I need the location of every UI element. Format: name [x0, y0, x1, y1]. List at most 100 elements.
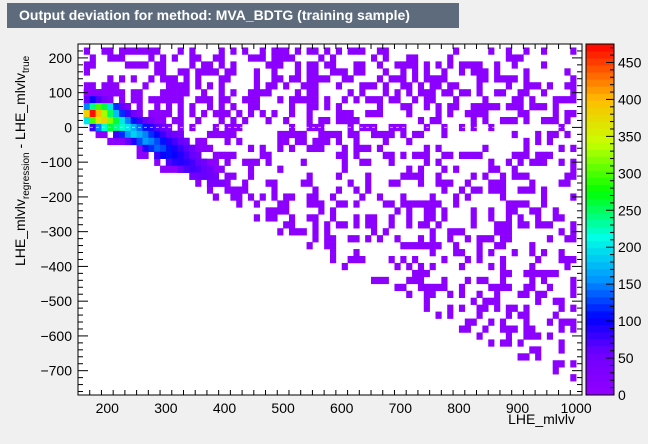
heatmap-cell — [347, 89, 354, 97]
heatmap-cell — [271, 47, 278, 55]
heatmap-cell — [435, 61, 442, 69]
heatmap-cell — [330, 242, 337, 250]
heatmap-cell — [247, 165, 255, 173]
heatmap-cell — [517, 151, 524, 159]
heatmap-cell — [277, 200, 284, 208]
heatmap-cell — [365, 221, 372, 229]
heatmap-cell — [523, 186, 530, 194]
heatmap-cell — [347, 116, 354, 125]
heatmap-cell — [435, 200, 442, 208]
heatmap-cell — [119, 96, 126, 104]
color-scale-band — [586, 198, 614, 206]
heatmap-cell — [212, 179, 219, 187]
heatmap-cell — [335, 110, 343, 118]
color-scale-band — [586, 100, 614, 108]
heatmap-cell — [382, 228, 389, 236]
heatmap-cell — [224, 158, 231, 166]
heatmap-cell — [148, 110, 155, 118]
heatmap-cell — [130, 75, 137, 83]
heatmap-cell — [365, 110, 372, 118]
heatmap-cell — [540, 116, 548, 125]
heatmap-cell — [458, 290, 466, 298]
heatmap-cell — [177, 47, 184, 55]
heatmap-cell — [83, 103, 91, 111]
heatmap-cell — [183, 151, 190, 159]
heatmap-cell — [558, 346, 565, 354]
heatmap-cell — [552, 214, 559, 222]
heatmap-cell — [148, 116, 155, 125]
heatmap-cell — [353, 249, 360, 257]
heatmap-cell — [470, 123, 477, 132]
heatmap-cell — [505, 116, 512, 125]
heatmap-cell — [394, 75, 401, 83]
heatmap-cell — [218, 151, 225, 159]
heatmap-cell — [494, 304, 501, 312]
heatmap-cell — [341, 96, 348, 104]
heatmap-cell — [101, 89, 108, 97]
heatmap-cell — [183, 89, 190, 97]
heatmap-cell — [464, 151, 471, 159]
heatmap-cell — [429, 193, 436, 201]
heatmap-cell — [453, 242, 460, 250]
heatmap-cell — [505, 103, 512, 111]
heatmap-cell — [201, 137, 208, 146]
heatmap-cell — [499, 116, 507, 125]
heatmap-cell — [253, 200, 260, 208]
heatmap-cell — [429, 82, 436, 90]
heatmap-cell — [476, 75, 483, 83]
heatmap-cell — [523, 89, 530, 97]
heatmap-cell — [130, 110, 137, 118]
heatmap-cell — [218, 82, 225, 90]
heatmap-cell — [476, 290, 483, 298]
heatmap-cell — [142, 61, 149, 69]
heatmap-cell — [283, 200, 290, 208]
heatmap-cell — [570, 374, 577, 382]
y-axis: 200 100 0 −100 −200 −300 −400 −500 −600 −700 — [40, 43, 582, 393]
heatmap-cell — [330, 214, 337, 222]
heatmap-cell — [283, 221, 290, 229]
heatmap-cell — [294, 137, 301, 146]
heatmap-cell — [546, 116, 553, 125]
heatmap-cell — [171, 89, 178, 97]
heatmap-cell — [529, 186, 536, 194]
heatmap-cell — [435, 172, 442, 180]
heatmap-cell — [406, 61, 413, 69]
heatmap-cell — [206, 82, 214, 90]
heatmap-cell — [154, 130, 161, 139]
heatmap-cell — [195, 165, 202, 173]
heatmap-cell — [447, 54, 454, 62]
heatmap-cell — [546, 318, 553, 326]
heatmap-cell — [136, 61, 143, 69]
color-scale-band — [586, 310, 614, 319]
heatmap-cell — [154, 61, 161, 69]
heatmap-cell — [312, 47, 319, 55]
heatmap-cell — [558, 339, 565, 347]
color-scale-band — [586, 359, 614, 368]
heatmap-cell — [300, 179, 307, 187]
heatmap-cell — [511, 325, 518, 333]
heatmap-cell — [224, 110, 231, 118]
heatmap-cell — [365, 235, 372, 243]
heatmap-cell — [470, 151, 477, 159]
heatmap-cell — [89, 61, 96, 69]
heatmap-cell — [195, 151, 202, 159]
heatmap-cell — [523, 172, 530, 180]
heatmap-cell — [464, 110, 471, 118]
heatmap-cell — [119, 47, 126, 55]
heatmap-cell — [224, 96, 231, 104]
heatmap-cell — [288, 96, 296, 104]
heatmap-cell — [160, 137, 167, 146]
heatmap-cell — [218, 54, 225, 62]
heatmap-cell — [388, 214, 395, 222]
heatmap-cell — [458, 228, 466, 236]
heatmap-cell — [423, 283, 430, 292]
heatmap-cell — [540, 151, 548, 159]
heatmap-cell — [212, 54, 219, 62]
heatmap-cell — [505, 269, 512, 278]
heatmap-cell — [230, 151, 237, 159]
heatmap-cell — [558, 214, 565, 222]
color-scale-label: 0 — [618, 387, 626, 403]
heatmap-cell — [564, 255, 571, 264]
heatmap-cell — [201, 172, 208, 180]
heatmap-cell — [107, 82, 114, 90]
